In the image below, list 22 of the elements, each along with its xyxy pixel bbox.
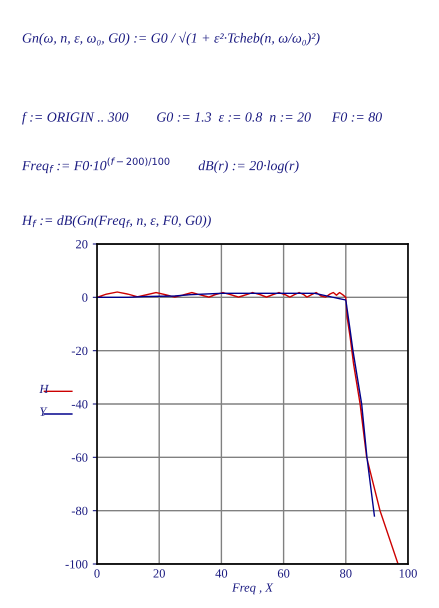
y-tick-label: -20 [72,346,88,356]
y-tick-label: -60 [72,453,88,462]
y-tick-label: -100 [66,560,88,568]
x-tick-label: 80 [340,569,352,578]
x-tick-label: 20 [154,569,165,578]
text: Freq$_{f}$ := F0·10$^{(f−200)/100}$ dB(r) := 20·log(r) [22,157,299,174]
text: f := ORIGIN .. 300 G0 := 1.3 ε := 0.8 n := 20 F0 := 80 [22,112,382,125]
line-series [97,291,399,564]
x-tick-label: 100 [400,569,417,578]
y-tick-label: -80 [72,506,88,516]
y-tick-label: 0 [82,293,88,302]
x-tick-label: 60 [278,569,290,578]
legend-label: Y [40,408,48,416]
text: Gn(ω, n, ε, ω₀, G0) := G0 / √(1 + ε²·Tcheb(n, ω/ω₀)²) [22,32,320,46]
y-tick-label: 20 [76,240,88,248]
x-tick-label: 0 [94,569,100,578]
x-tick-label: 40 [215,569,228,578]
line-series [97,292,376,517]
y-tick-label: -40 [72,400,88,408]
text: H$_{f}$ := dB(Gn(Freq$_{f}$, n, ε, F0, G0)) [22,215,211,228]
x-axis-title: Freq , X [232,583,274,594]
legend-label: H [39,384,49,394]
